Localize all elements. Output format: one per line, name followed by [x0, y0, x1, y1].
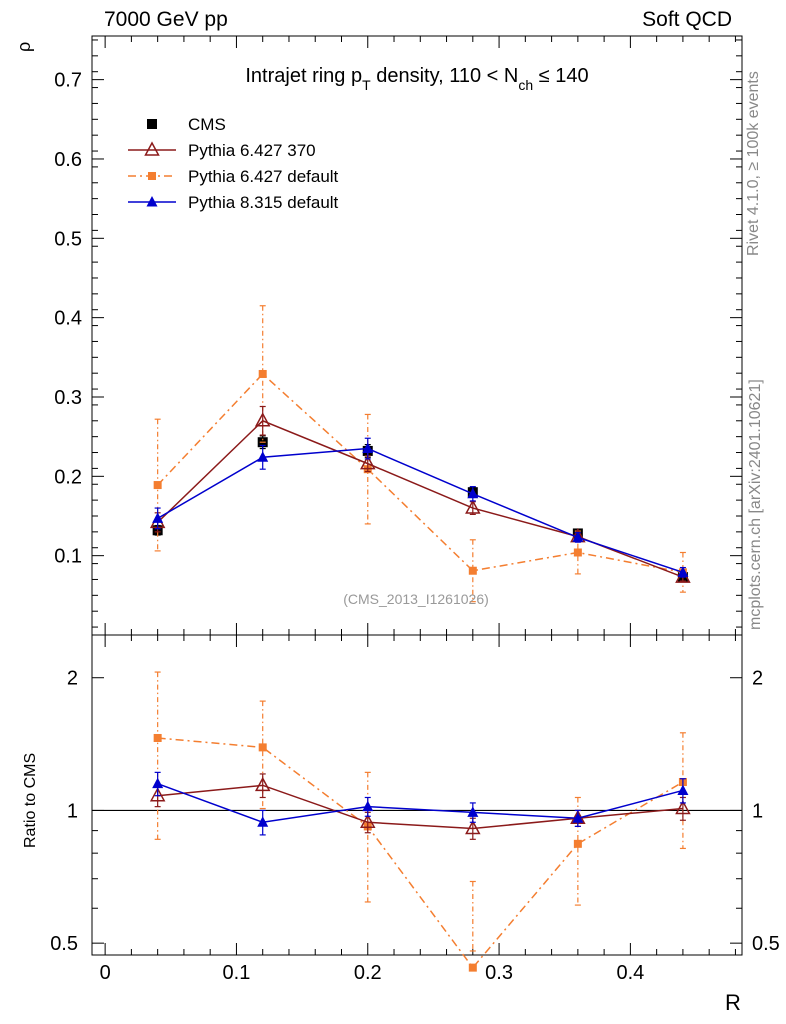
data-point — [677, 784, 689, 795]
ratio-series-pythia-8-315-default — [152, 771, 689, 836]
series-line — [157, 737, 684, 969]
data-point — [359, 455, 376, 470]
y-tick-label: 0.3 — [54, 387, 82, 409]
main-y-ticks: 0.1 0.2 0.3 0.4 0.5 0.6 0.7 — [54, 39, 742, 628]
series-line — [157, 372, 684, 574]
data-point — [258, 743, 267, 752]
series-line — [157, 447, 684, 574]
header-left: 7000 GeV pp — [104, 8, 228, 31]
y-tick-label: 0.1 — [54, 546, 82, 568]
data-point — [257, 451, 269, 462]
data-point — [572, 531, 584, 542]
title-sub1: T — [362, 77, 371, 93]
ratio-tick-label-right: 0.5 — [752, 933, 780, 955]
title-part3: ≤ 140 — [533, 65, 588, 87]
y-tick-label: 0.4 — [54, 308, 82, 330]
data-point — [362, 442, 374, 454]
data-point — [465, 499, 481, 514]
data-point — [468, 566, 477, 575]
legend-label: Pythia 6.427 default — [188, 167, 339, 186]
data-point — [146, 196, 158, 207]
data-point — [152, 512, 164, 523]
x-tick-label: 0.2 — [354, 962, 382, 984]
data-point — [675, 799, 691, 815]
data-point — [152, 777, 164, 789]
series-pythia-6-427-370 — [149, 405, 691, 583]
ratio-tick-label: 2 — [67, 668, 78, 690]
legend-label: Pythia 6.427 370 — [188, 141, 316, 160]
data-point — [573, 839, 582, 848]
ratio-tick-label: 1 — [67, 800, 78, 822]
chart-title: Intrajet ring pT density, 110 < Nch ≤ 14… — [245, 65, 588, 93]
y-tick-label: 0.6 — [54, 149, 82, 171]
legend-label: CMS — [188, 115, 226, 134]
x-tick-label: 0.1 — [223, 962, 251, 984]
ratio-series-pythia-6-427-370 — [149, 773, 691, 840]
legend-label: Pythia 8.315 default — [188, 193, 339, 212]
x-tick-label: 0 — [100, 962, 111, 984]
ratio-y-ticks: 0.5 0.5 1 1 2 2 — [50, 668, 780, 955]
watermark: (CMS_2013_I1261026) — [343, 591, 489, 607]
y-tick-label: 0.5 — [54, 228, 82, 250]
legend-item: Pythia 6.427 370 — [128, 141, 316, 160]
ratio-tick-label-right: 2 — [752, 668, 763, 690]
legend-item: CMS — [147, 115, 226, 134]
title-part2: density, 110 < N — [371, 65, 519, 87]
series-layer — [149, 305, 691, 603]
ratio-series-pythia-6-427-default — [153, 671, 687, 972]
data-point — [149, 787, 166, 802]
data-point — [153, 733, 162, 742]
legend: CMS Pythia 6.427 370 Pythia 6.427 default P… — [128, 115, 339, 212]
x-axis-label: R — [725, 990, 741, 1015]
x-tick-label: 0.4 — [616, 962, 644, 984]
ratio-panel-frame — [91, 634, 743, 956]
title-part1: Intrajet ring p — [245, 65, 362, 87]
ratio-tick-label-right: 1 — [752, 800, 763, 822]
series-line — [157, 782, 684, 824]
legend-item: Pythia 8.315 default — [128, 193, 339, 212]
ratio-axis-label: Ratio to CMS — [22, 752, 39, 848]
data-point — [254, 776, 271, 792]
data-point — [257, 816, 269, 827]
y-axis-label: ρ — [14, 41, 34, 52]
x-ticks: 0 0.1 0.2 0.3 0.4 — [100, 36, 736, 984]
data-point — [148, 172, 156, 180]
x-tick-label: 0.3 — [485, 962, 513, 984]
data-point — [362, 800, 374, 812]
data-point — [572, 812, 584, 823]
rivet-version-label: Rivet 4.1.0, ≥ 100k events — [745, 71, 762, 256]
data-point — [467, 806, 479, 817]
data-point — [144, 141, 160, 156]
series-line — [157, 784, 683, 830]
mcplots-site-label: mcplots.cern.ch [arXiv:2401.10621] — [747, 379, 764, 630]
ratio-layer — [92, 671, 742, 972]
series-line — [157, 419, 684, 578]
title-sub2: ch — [518, 77, 533, 93]
data-point — [254, 412, 271, 427]
series-pythia-6-427-default — [153, 305, 687, 603]
legend-item: Pythia 6.427 default — [128, 167, 339, 186]
series-pythia-8-315-default — [152, 437, 689, 578]
data-point — [468, 963, 477, 972]
data-point — [465, 819, 481, 835]
data-point — [677, 566, 689, 577]
data-point — [573, 548, 582, 557]
series-cms — [152, 435, 688, 583]
data-point — [467, 487, 479, 499]
y-tick-label: 0.2 — [54, 466, 82, 488]
data-point — [359, 813, 376, 829]
data-point — [147, 119, 157, 129]
data-point — [153, 481, 162, 490]
data-point — [258, 369, 267, 378]
header-right: Soft QCD — [642, 8, 732, 31]
y-tick-label: 0.7 — [54, 70, 82, 92]
ratio-tick-label: 0.5 — [50, 933, 78, 955]
